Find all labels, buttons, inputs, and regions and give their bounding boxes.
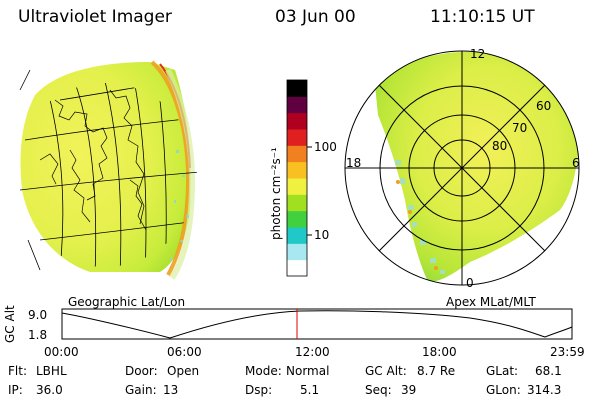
colorbar-segment: [287, 227, 307, 244]
colorbar-segment: [287, 178, 307, 195]
mlt-label-12: 12: [470, 47, 486, 61]
colorbar-segment: [287, 145, 307, 163]
glon-label: GLon:: [486, 383, 521, 397]
glat-value: 68.1: [535, 364, 562, 378]
observation-time: 11:10:15 UT: [430, 7, 535, 27]
timeline-axis-label: GC Alt: [3, 305, 17, 343]
instrument-title: Ultraviolet Imager: [18, 7, 172, 27]
seq-value: 39: [401, 383, 417, 397]
glat-label: GLat:: [486, 364, 519, 378]
dsp-value: 5.1: [300, 383, 320, 397]
mlat-label-70: 70: [512, 121, 528, 135]
geographic-earth-image: [19, 60, 197, 280]
seq-label: Seq:: [365, 383, 392, 397]
timeline-xtick-1200: 12:00: [295, 345, 330, 359]
gain-label: Gain:: [125, 383, 157, 397]
colorbar: [286, 79, 312, 277]
flt-value: LBHL: [36, 364, 67, 378]
mlt-label-0: 0: [466, 276, 474, 290]
colorbar-segment: [287, 210, 307, 228]
observation-date: 03 Jun 00: [275, 7, 356, 27]
timeline-ytick-1-8: 1.8: [28, 328, 48, 342]
colorbar-tick-10: 10: [314, 228, 330, 242]
door-label: Door:: [125, 364, 158, 378]
colorbar-segment: [287, 96, 307, 114]
timeline-xtick-2359: 23:59: [550, 345, 585, 359]
flt-label: Flt:: [8, 364, 27, 378]
mlat-label-60: 60: [536, 99, 552, 113]
altitude-timeline: [61, 308, 573, 340]
ip-value: 36.0: [36, 383, 63, 397]
colorbar-segment: [287, 161, 307, 179]
gcalt-value: 8.7 Re: [417, 364, 456, 378]
colorbar-segment: [287, 80, 307, 97]
ip-label: IP:: [8, 383, 23, 397]
mode-label: Mode:: [245, 364, 282, 378]
colorbar-segment: [287, 112, 307, 130]
colorbar-segment: [287, 129, 307, 146]
dsp-label: Dsp:: [245, 383, 273, 397]
polar-mlat-mlt-image: [344, 50, 580, 286]
glon-value: 314.3: [527, 383, 562, 397]
colorbar-label: photon cm⁻²s⁻¹: [269, 147, 283, 240]
mode-value: Normal: [286, 364, 330, 378]
timeline-xtick-1800: 18:00: [422, 345, 457, 359]
timeline-xtick-0600: 06:00: [167, 345, 202, 359]
timeline-xtick-0000: 00:00: [44, 345, 79, 359]
mlt-label-18: 18: [346, 156, 362, 170]
colorbar-tick-100: 100: [314, 140, 337, 154]
gain-value: 13: [163, 383, 179, 397]
door-value: Open: [167, 364, 200, 378]
mlat-label-80: 80: [492, 139, 508, 153]
timeline-ytick-9: 9.0: [28, 308, 48, 322]
colorbar-segment: [287, 194, 307, 212]
right-map-caption: Apex MLat/MLT: [446, 295, 536, 309]
gcalt-label: GC Alt:: [365, 364, 407, 378]
colorbar-segment: [287, 243, 307, 261]
left-map-caption: Geographic Lat/Lon: [68, 295, 186, 309]
colorbar-segment: [287, 259, 307, 277]
mlt-label-6: 6: [572, 156, 580, 170]
